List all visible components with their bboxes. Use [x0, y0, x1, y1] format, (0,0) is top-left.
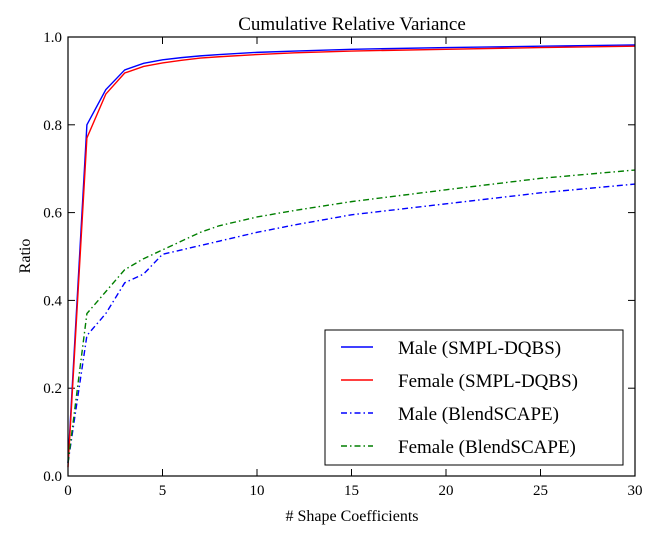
y-tick-label: 0.4	[43, 293, 62, 309]
x-tick-label: 20	[439, 483, 454, 499]
y-axis-label: Ratio	[17, 239, 34, 274]
y-tick-label: 0.8	[43, 118, 62, 134]
y-tick-label: 1.0	[43, 30, 62, 46]
chart-title: Cumulative Relative Variance	[238, 14, 466, 35]
series-line-1	[67, 45, 636, 468]
x-tick-label: 5	[159, 483, 167, 499]
y-tick-label: 0.0	[43, 469, 62, 485]
legend-label-0: Male (SMPL-DQBS)	[398, 338, 561, 359]
legend: Male (SMPL-DQBS) Female (SMPL-DQBS) Male (…	[324, 329, 624, 466]
plot-frame	[67, 36, 636, 477]
x-tick-label: 25	[533, 483, 548, 499]
legend-label-1: Female (SMPL-DQBS)	[398, 371, 578, 392]
x-tick-label: 0	[64, 483, 72, 499]
legend-box	[324, 329, 624, 466]
x-axis-label: # Shape Coefficients	[285, 508, 418, 525]
y-tick-label: 0.2	[43, 381, 62, 397]
x-tick-label: 10	[250, 483, 265, 499]
legend-label-3: Female (BlendSCAPE)	[398, 437, 576, 458]
series-line-0	[67, 44, 636, 463]
y-tick-label: 0.6	[43, 206, 62, 222]
x-tick-label: 15	[344, 483, 359, 499]
x-tick-label: 30	[628, 483, 643, 499]
series-line-3	[67, 169, 636, 463]
legend-label-2: Male (BlendSCAPE)	[398, 404, 559, 425]
